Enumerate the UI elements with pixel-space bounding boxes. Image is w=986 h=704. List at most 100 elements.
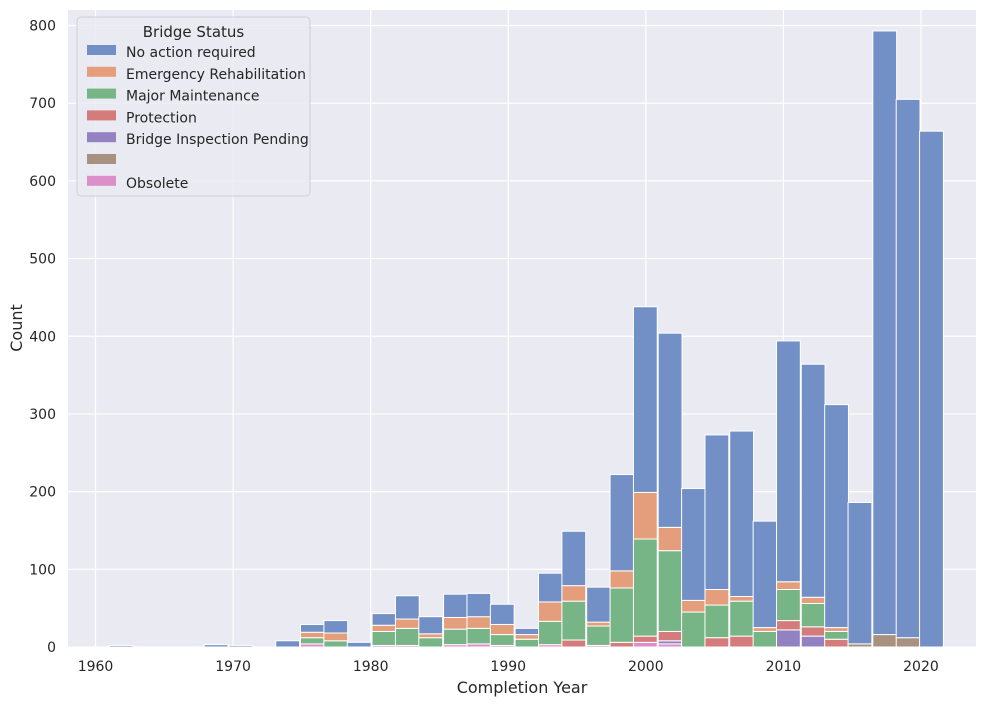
bar-segment-no-action-required — [752, 520, 778, 629]
bar-segment-protection — [657, 630, 683, 642]
bar-segment-no-action-required — [632, 306, 658, 493]
bar-segment-major-maintenance — [752, 630, 778, 648]
y-tick-label: 700 — [29, 96, 56, 112]
bar-segment-emergency-rehabilitation — [681, 599, 706, 613]
legend-swatch — [87, 154, 116, 164]
bar-segment-no-action-required — [538, 572, 563, 603]
bar-segment-emergency-rehabilitation — [300, 631, 325, 639]
y-tick-label: 300 — [29, 407, 56, 423]
bar-segment-no-action-required — [609, 474, 635, 572]
legend-swatch — [87, 110, 116, 121]
legend-label: Bridge Inspection Pending — [126, 132, 309, 148]
bar-segment-protection — [561, 639, 587, 648]
bar-segment-no-action-required — [443, 593, 468, 618]
bar-segment-emergency-rehabilitation — [561, 585, 587, 602]
bar-segment-no-action-required — [514, 627, 540, 636]
legend-label: No action required — [126, 45, 256, 61]
bar-segment-emergency-rehabilitation — [657, 526, 683, 552]
bar-segment-major-maintenance — [489, 634, 515, 646]
x-tick-label: 1960 — [78, 659, 114, 675]
bar-segment-major-maintenance — [657, 550, 683, 632]
bar-segment-no-action-required — [300, 623, 325, 633]
bar-segment-no-action-required — [323, 620, 349, 634]
bar-segment-emergency-rehabilitation — [824, 627, 849, 632]
bar-segment-no-action-required — [394, 595, 420, 620]
bar-segment-major-maintenance — [371, 630, 397, 646]
bar-segment-no-action-required — [847, 502, 873, 645]
bar-segment-emergency-rehabilitation — [394, 618, 420, 629]
bar-segment-protection — [776, 620, 801, 631]
bar-segment-no-action-required — [561, 530, 587, 587]
bar-segment-protection — [824, 638, 849, 648]
bar-segment-major-maintenance — [394, 627, 420, 646]
y-axis-label: Count — [7, 304, 26, 352]
bar-segment-emergency-rehabilitation — [586, 621, 611, 627]
legend-swatch — [87, 66, 116, 77]
x-tick-label: 2020 — [903, 659, 939, 675]
bar-segment-protection — [609, 641, 635, 648]
bar-segment-emergency-rehabilitation — [704, 589, 730, 606]
legend-swatch — [87, 175, 116, 186]
bar-segment-emergency-rehabilitation — [609, 570, 635, 589]
y-tick-label: 500 — [29, 252, 56, 268]
bar-segment-major-maintenance — [561, 600, 587, 641]
bar-segment-no-action-required — [489, 603, 515, 625]
y-tick-label: 100 — [29, 562, 56, 578]
legend-label: Major Maintenance — [126, 89, 259, 105]
legend-swatch — [87, 88, 116, 99]
y-tick-label: 400 — [29, 329, 56, 345]
bar-segment-no-action-required — [872, 30, 898, 636]
bar-segment-no-action-required — [704, 434, 730, 591]
x-tick-label: 1980 — [353, 659, 389, 675]
bars — [108, 30, 944, 648]
bar-segment-emergency-rehabilitation — [514, 634, 540, 640]
bar-segment-no-action-required — [108, 644, 134, 648]
legend-title: Bridge Status — [143, 23, 245, 41]
bar-segment-protection — [800, 626, 826, 637]
legend-label: Protection — [126, 110, 197, 126]
bar-segment-major-maintenance — [538, 620, 563, 646]
bar-segment-emergency-rehabilitation — [776, 581, 801, 591]
legend-label: Emergency Rehabilitation — [126, 67, 306, 83]
x-tick-label: 1990 — [490, 659, 526, 675]
legend: Bridge Status No action required Emergency… — [76, 16, 311, 197]
bar-segment-obsolete — [632, 641, 658, 648]
bar-segment-major-maintenance — [800, 602, 826, 628]
bar-segment-protection — [729, 635, 755, 648]
bar-segment-no-action-required — [800, 363, 826, 598]
y-tick-label: 0 — [47, 640, 56, 656]
bar-segment-no-action-required — [346, 641, 372, 648]
bar-segment-protection — [704, 637, 730, 648]
legend-frame — [76, 16, 311, 197]
bar-segment-no-action-required — [203, 644, 229, 648]
bar-segment-major-maintenance — [609, 587, 635, 643]
bar-segment-major-maintenance — [323, 640, 349, 648]
bar-segment-no-action-required — [371, 613, 397, 626]
y-tick-label: 600 — [29, 174, 56, 190]
bar-segment-no-action-required — [657, 332, 683, 528]
bar-segment-bridge-inspection-pending — [800, 635, 826, 648]
bar-segment-unlabeled — [872, 634, 898, 648]
bar-segment-emergency-rehabilitation — [418, 633, 444, 639]
bar-segment-no-action-required — [895, 98, 921, 639]
bar-segment-major-maintenance — [729, 600, 755, 637]
bar-segment-major-maintenance — [443, 628, 468, 646]
bar-segment-major-maintenance — [466, 627, 492, 645]
bar-segment-protection — [632, 635, 658, 643]
bar-segment-major-maintenance — [586, 625, 611, 646]
x-tick-label: 2010 — [766, 659, 802, 675]
bar-segment-major-maintenance — [704, 604, 730, 639]
bar-segment-major-maintenance — [632, 538, 658, 637]
bar-segment-no-action-required — [729, 430, 755, 598]
bar-segment-no-action-required — [776, 340, 801, 583]
bar-segment-emergency-rehabilitation — [489, 623, 515, 636]
bar-segment-emergency-rehabilitation — [800, 596, 826, 604]
bar-segment-emergency-rehabilitation — [466, 616, 492, 629]
x-axis-ticks: 1960 1970 1980 1990 2000 2010 2020 — [78, 659, 939, 675]
bar-segment-no-action-required — [275, 640, 301, 648]
bar-segment-emergency-rehabilitation — [538, 601, 563, 622]
legend-swatch — [87, 132, 116, 143]
x-tick-label: 2000 — [628, 659, 664, 675]
bar-segment-no-action-required — [586, 586, 611, 623]
